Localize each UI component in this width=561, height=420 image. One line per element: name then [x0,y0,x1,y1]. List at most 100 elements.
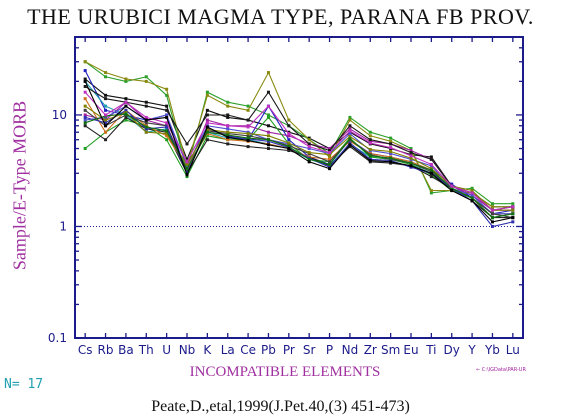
series-line-4 [84,70,513,215]
data-point [124,97,128,101]
series-line-11 [84,86,513,211]
x-tick-label-yb: Yb [484,343,500,357]
data-point [328,160,332,164]
data-point [266,104,270,108]
data-point [165,129,169,133]
data-point [104,75,108,79]
data-point [348,145,352,149]
data-point [429,155,433,159]
data-point [389,156,393,160]
data-point [307,145,311,149]
data-point [124,112,128,116]
data-point [165,93,169,97]
data-point [307,138,311,142]
y-tick-label: 1 [59,219,67,233]
data-point [83,79,87,83]
data-point [83,124,87,128]
data-point [165,121,169,125]
data-point [124,115,128,119]
data-point [266,134,270,138]
data-point [205,138,209,142]
x-tick-label-k: K [203,343,212,357]
data-point [246,145,250,149]
data-point [348,143,352,147]
series-line-10 [85,105,513,215]
data-point [266,130,270,134]
data-point [246,108,250,112]
x-tick-label-pb: Pb [261,343,276,357]
data-point [368,139,372,143]
data-point [185,173,189,177]
data-point [450,186,454,190]
series-line-12 [84,109,513,219]
data-point [348,132,352,136]
data-point [266,71,270,75]
data-point [328,151,332,155]
data-point [83,118,87,122]
data-point [165,125,169,129]
data-file-label: ← C:\IGData\PAR-UR [476,367,526,373]
data-point [124,100,128,104]
x-tick-label-ti: Ti [425,343,436,357]
data-point [511,216,515,220]
data-point [246,136,250,140]
data-point [348,118,352,122]
data-point [226,115,230,119]
data-point [205,108,209,112]
data-point [185,175,189,179]
data-point [348,141,352,145]
data-point [144,104,148,108]
series-line-17 [84,81,513,223]
data-point [511,202,515,206]
data-point [490,216,494,220]
data-point [409,149,413,153]
data-point [368,130,372,134]
x-tick-label-u: U [162,343,171,357]
data-point [124,118,128,122]
series-line-9 [84,98,513,215]
data-point [490,212,494,216]
data-point [246,118,250,122]
data-point [83,104,87,108]
data-point [124,79,128,83]
data-point [104,138,108,142]
data-point [226,133,230,137]
data-point [124,77,128,81]
data-point [205,93,209,97]
data-point [104,124,108,128]
data-point [450,189,454,193]
data-point [328,149,332,153]
data-point [389,152,393,156]
data-point [144,100,148,104]
data-point [144,127,148,131]
data-point [266,115,270,119]
data-point [205,128,209,132]
data-point [165,132,169,136]
data-point [144,125,148,129]
data-point [165,113,169,117]
x-tick-label-la: La [221,343,235,357]
data-point [511,208,515,212]
data-point [368,154,372,158]
data-point [409,151,413,155]
data-point [185,142,189,146]
data-point [287,141,291,145]
data-point [348,135,352,139]
y-tick-label: 0.1 [48,331,67,345]
data-point [104,130,108,134]
data-point [470,199,474,203]
data-point [429,171,433,175]
data-point [368,159,372,163]
data-point [470,189,474,193]
data-point [368,138,372,142]
x-tick-label-cs: Cs [78,343,93,357]
x-tick-label-th: Th [138,343,154,357]
data-point [511,212,515,216]
data-point [83,97,87,101]
data-point [470,186,474,190]
data-point [144,75,148,79]
data-point [287,149,291,153]
data-point [348,139,352,143]
data-point [266,143,270,147]
data-point [185,157,189,161]
